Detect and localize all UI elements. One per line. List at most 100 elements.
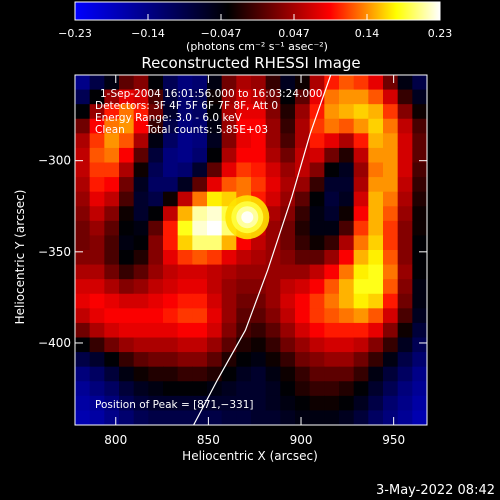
heatmap-cell [295,264,311,280]
heatmap-cell [353,191,369,207]
heatmap-cell [163,75,179,91]
heatmap-cell [397,89,413,105]
heatmap-cell [383,220,399,237]
heatmap-cell [207,191,223,207]
heatmap-cell [75,308,91,324]
heatmap-cell [309,337,325,353]
heatmap-cell [368,322,384,339]
heatmap-cell [75,352,91,368]
heatmap-cell [324,147,340,164]
heatmap-cell [75,381,91,397]
heatmap-cell [353,162,369,178]
heatmap-cell [309,147,325,164]
heatmap-cell [177,308,193,324]
heatmap-cell [412,352,427,368]
heatmap-cell [397,177,413,193]
heatmap-cell [339,264,355,280]
heatmap-cell [412,279,427,295]
heatmap-cell [324,133,340,149]
heatmap-cell [383,322,399,339]
heatmap-cell [397,264,413,280]
heatmap-cell [265,75,281,91]
heatmap-cell [397,279,413,295]
heatmap-cell [177,250,193,266]
heatmap-cell [383,395,399,412]
heatmap-cell [163,133,179,149]
heatmap-cell [324,250,340,266]
heatmap-cell [236,337,252,353]
heatmap-cell [339,206,355,222]
heatmap-cell [89,250,105,266]
heatmap-cell [148,352,164,368]
heatmap-cell [89,162,105,178]
heatmap-cell [295,162,311,178]
colorbar-tick-label: −0.047 [201,27,242,40]
heatmap-cell [192,366,208,382]
heatmap-cell [309,410,325,425]
heatmap-cell [324,177,340,193]
heatmap-cell [104,293,120,309]
heatmap-cell [265,191,281,207]
heatmap-cell [163,279,179,295]
heatmap-cell [192,381,208,397]
heatmap-cell [221,89,237,105]
heatmap-cell [397,162,413,178]
heatmap-cell [397,104,413,120]
heatmap-cell [177,381,193,397]
heatmap-cell [412,235,427,251]
heatmap-cell [75,206,91,222]
heatmap-cell [324,279,340,295]
heatmap-cell [265,293,281,309]
heatmap-cell [75,177,91,193]
heatmap-cell [412,177,427,193]
heatmap-cell [192,293,208,309]
heatmap-cell [368,75,384,91]
heatmap-cell [324,410,340,425]
heatmap-cell [397,118,413,134]
heatmap-cell [397,366,413,382]
heatmap-cell [309,366,325,382]
heatmap-cell [221,381,237,397]
heatmap-cell [295,89,311,105]
heatmap-cell [177,395,193,412]
heatmap-cell [368,220,384,237]
heatmap-cell [397,337,413,353]
heatmap-cell [265,104,281,120]
heatmap-cell [177,322,193,339]
heatmap-cell [265,279,281,295]
heatmap-cell [397,250,413,266]
heatmap-cell [89,177,105,193]
heatmap-cell [309,118,325,134]
heatmap-cell [295,250,311,266]
heatmap-cell [309,220,325,237]
heatmap-cell [119,177,135,193]
heatmap-cell [368,337,384,353]
heatmap-cell [207,352,223,368]
annotation-clean: Clean [95,124,125,136]
heatmap-cell [353,250,369,266]
heatmap-cell [221,133,237,149]
heatmap-cell [133,337,149,353]
heatmap-cell [280,89,296,105]
heatmap-cell [163,366,179,382]
heatmap-cell [412,89,427,105]
heatmap-cell [383,410,399,425]
heatmap-cell [221,118,237,134]
heatmap-cell [163,220,179,237]
heatmap-cell [221,308,237,324]
heatmap-cell [148,162,164,178]
heatmap-cell [236,293,252,309]
heatmap-cell [148,133,164,149]
heatmap-cell [412,381,427,397]
heatmap-cell [339,220,355,237]
heatmap-cell [119,293,135,309]
heatmap-cell [177,352,193,368]
heatmap-cell [119,104,135,120]
heatmap-cell [75,104,91,120]
heatmap-cell [163,395,179,412]
heatmap-cell [383,352,399,368]
heatmap-cell [133,89,149,105]
heatmap-cell [236,147,252,164]
heatmap-cell [148,410,164,425]
heatmap-cell [251,250,267,266]
